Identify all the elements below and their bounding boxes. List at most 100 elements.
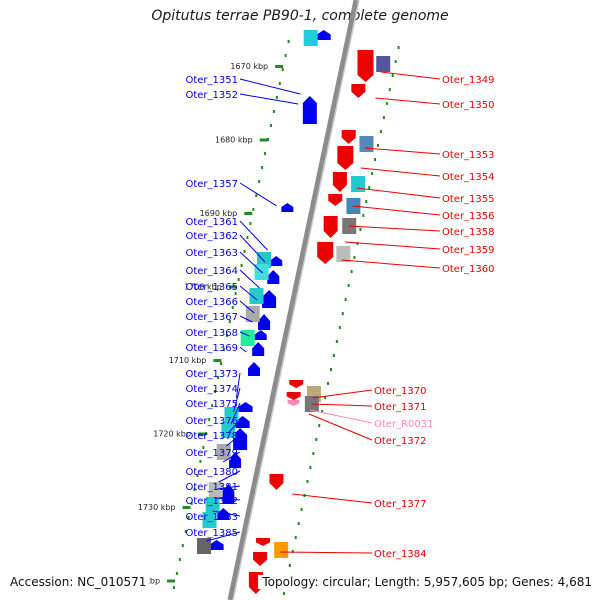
track-dot-right: [359, 228, 362, 231]
backbone-line: [227, 0, 359, 600]
minus-gene-label: Oter_1374: [185, 384, 238, 395]
left-leader-line: [215, 497, 241, 501]
right-leader-line: [360, 167, 441, 177]
track-dot-right: [332, 354, 335, 357]
plus-gene-label: Oter_1370: [374, 386, 427, 397]
track-dot-right: [282, 592, 285, 595]
track-dot-left: [287, 40, 290, 43]
track-dot-left: [240, 264, 243, 267]
plus-gene-label: Oter_1349: [442, 75, 495, 86]
minus-strand-box: [221, 422, 236, 438]
plus-gene-label: Oter_1384: [374, 549, 427, 560]
track-dot-left: [234, 292, 237, 295]
gene-features: [197, 30, 391, 594]
label-leaders: [206, 71, 441, 554]
minus-strand-gene: [209, 540, 224, 550]
genome-backbone: [227, 0, 360, 600]
minus-gene-label: Oter_1366: [185, 297, 238, 308]
track-dot-right: [379, 130, 382, 133]
minus-gene-label: Oter_1369: [185, 343, 238, 354]
track-dot-right: [335, 340, 338, 343]
minus-strand-gene: [217, 508, 230, 520]
gene-labels: Oter_1351 Oter_1352 Oter_1357 Oter_1361 Oter…: [185, 75, 494, 560]
left-leader-line: [235, 372, 241, 399]
map-title: Opitutus terrae PB90-1, complete genome: [151, 8, 449, 24]
track-dot-left: [225, 334, 228, 337]
track-dot-right: [300, 508, 303, 511]
track-dot-left: [258, 180, 261, 183]
track-dot-left: [211, 404, 214, 407]
left-leader-line: [239, 251, 264, 274]
right-leader-line: [280, 551, 373, 554]
plus-strand-box: [336, 246, 351, 262]
ruler-tick: [213, 359, 222, 362]
ruler-tick: [259, 138, 268, 142]
plus-gene-label: Oter_1358: [442, 227, 495, 238]
left-leader-line: [239, 300, 255, 314]
minus-gene-label: Oter_1365: [185, 282, 238, 293]
left-leader-line: [239, 315, 253, 323]
track-dot-left: [205, 432, 208, 435]
track-dot-right: [377, 144, 380, 147]
left-leader-line: [228, 419, 241, 433]
plus-strand-box: [359, 136, 374, 152]
right-leader-line: [312, 389, 373, 399]
minus-strand-gene: [235, 416, 250, 428]
minus-gene-label: Oter_1383: [185, 512, 238, 523]
right-leader-line: [364, 147, 441, 155]
track-dot-right: [347, 284, 350, 287]
track-dot-left: [222, 348, 225, 351]
right-leader-line: [356, 187, 441, 199]
minus-strand-gene: [247, 362, 260, 376]
track-dot-left: [269, 124, 272, 127]
left-leader-line: [239, 220, 268, 251]
track-dot-left: [284, 54, 287, 57]
minus-gene-label: Oter_1352: [185, 90, 238, 101]
track-dot-right: [318, 424, 321, 427]
track-dot-left: [249, 222, 252, 225]
ruler: 1670 kbp 1680 kbp 1690 kbp 1700 kbp 1710 kbp…: [122, 40, 400, 595]
track-dot-left: [193, 488, 196, 491]
left-leader-line: [239, 93, 299, 105]
minus-gene-label: Oter_1367: [185, 312, 238, 323]
ruler-tick: [244, 212, 253, 215]
track-dot-left: [275, 96, 278, 99]
minus-strand-box: [202, 512, 217, 528]
track-dot-left: [184, 530, 187, 533]
track-dot-left: [243, 250, 246, 253]
track-dot-left: [272, 110, 275, 113]
minus-strand-gene: [238, 402, 253, 412]
genome-summary: Topology: circular; Length: 5,957,605 bp…: [258, 575, 592, 589]
minus-strand-gene: [281, 203, 294, 212]
minus-gene-label: Oter_1351: [185, 75, 238, 86]
track-dot-right: [356, 242, 359, 245]
plus-strand-gene: [256, 538, 271, 546]
ruler-tick-label: 1720 kbp: [153, 430, 191, 439]
minus-strand-gene: [267, 270, 280, 284]
right-leader-line: [309, 409, 373, 424]
minus-strand-box: [245, 306, 260, 322]
track-dot-right: [374, 158, 377, 161]
plus-gene-label: Oter_1353: [442, 150, 495, 161]
right-leader-line: [308, 413, 373, 441]
track-dot-right: [385, 102, 388, 105]
track-dot-left: [217, 376, 220, 379]
minus-strand-box: [205, 497, 220, 513]
plus-strand-box: [274, 542, 289, 558]
minus-strand-gene: [229, 452, 242, 468]
track-dot-right: [309, 466, 312, 469]
minus-strand-box: [240, 330, 255, 346]
minus-gene-label: Oter_1376: [185, 416, 238, 427]
ruler-tick: [228, 285, 237, 289]
track-dot-right: [365, 200, 368, 203]
track-dot-left: [278, 82, 281, 85]
plus-gene-label: Oter_1359: [442, 245, 495, 256]
track-dot-left: [267, 138, 270, 141]
track-dot-right: [297, 522, 300, 525]
left-leader-line: [218, 470, 241, 483]
track-dot-right: [362, 214, 365, 217]
right-leader-line: [341, 259, 441, 269]
track-dot-right: [350, 270, 353, 273]
plus-strand-gene: [269, 474, 284, 490]
